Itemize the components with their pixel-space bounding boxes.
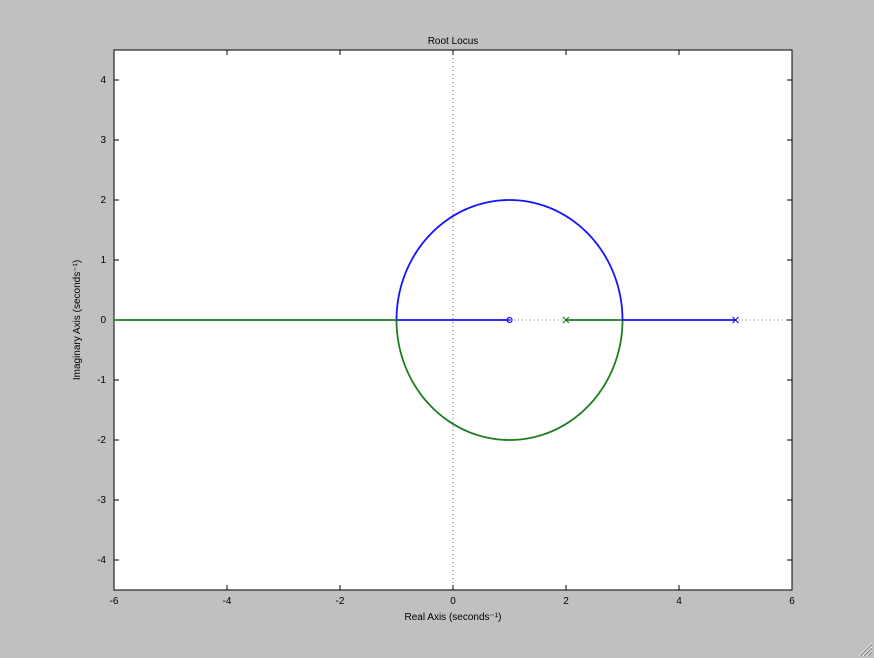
y-tick-label: -4 <box>97 555 106 566</box>
root-locus-plot: -6 -4 -2 0 2 4 6 -4 -3 -2 -1 0 1 2 3 4 Root Locus Real Ax… <box>0 0 874 658</box>
x-axis-label: Real Axis (seconds⁻¹) <box>405 612 502 623</box>
x-tick-label: -6 <box>110 596 119 607</box>
y-tick-label: 2 <box>100 195 106 206</box>
y-tick-label: -2 <box>97 435 106 446</box>
y-tick-label: -1 <box>97 375 106 386</box>
y-tick-label: -3 <box>97 495 106 506</box>
y-tick-label: 4 <box>100 75 106 86</box>
y-tick-label: 3 <box>100 135 106 146</box>
x-tick-label: -4 <box>223 596 232 607</box>
x-tick-label: -2 <box>336 596 345 607</box>
y-axis-label: Imaginary Axis (seconds⁻¹) <box>72 260 83 380</box>
y-tick-label: 1 <box>100 255 106 266</box>
x-tick-label: 2 <box>563 596 569 607</box>
plot-title: Root Locus <box>428 36 479 47</box>
x-tick-label: 6 <box>789 596 795 607</box>
x-tick-label: 0 <box>450 596 456 607</box>
x-tick-label: 4 <box>676 596 682 607</box>
y-tick-label: 0 <box>100 315 106 326</box>
figure-container: -6 -4 -2 0 2 4 6 -4 -3 -2 -1 0 1 2 3 4 Root Locus Real Ax… <box>0 0 874 658</box>
